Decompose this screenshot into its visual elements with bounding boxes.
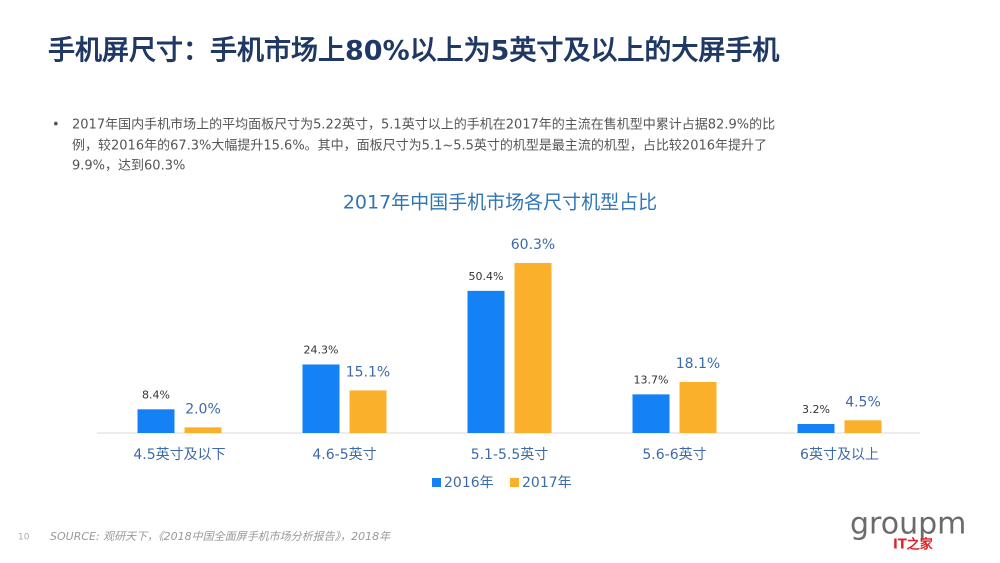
- data-label: 3.2%: [802, 403, 830, 416]
- bar: [302, 364, 340, 433]
- logo: groupm: [850, 507, 966, 542]
- x-tick-label: 4.5英寸及以下: [133, 446, 225, 463]
- x-tick-label: 4.6-5英寸: [312, 446, 376, 463]
- data-label: 13.7%: [634, 373, 669, 386]
- data-label: 8.4%: [142, 388, 170, 401]
- bullet-text: 例，较2016年的67.3%大幅提升15.6%。其中，面板尺寸为5.1~5.5英…: [72, 138, 767, 154]
- bar: [137, 409, 175, 433]
- bar: [797, 423, 835, 433]
- data-label: 50.4%: [469, 270, 504, 283]
- data-label: 24.3%: [304, 343, 339, 356]
- chart-title: 2017年中国手机市场各尺寸机型占比: [343, 192, 657, 214]
- slide-title: 手机屏尺寸：手机市场上80%以上为5英寸及以上的大屏手机: [48, 35, 779, 67]
- source: SOURCE: 观研天下，《2018中国全面屏手机市场分析报告》，2018年: [50, 530, 391, 543]
- data-label: 2.0%: [185, 401, 221, 417]
- bar: [844, 420, 882, 433]
- bar: [514, 262, 552, 433]
- bullet-text: 9.9%，达到60.3%: [72, 159, 185, 174]
- logo-sub: IT之家: [893, 537, 934, 553]
- legend-label: 2017年: [522, 475, 572, 491]
- legend-swatch: [432, 478, 441, 487]
- bar: [679, 381, 717, 433]
- bar: [349, 390, 387, 433]
- legend-swatch: [510, 478, 519, 487]
- bullet-dot: •: [52, 118, 60, 133]
- page-number: 10: [18, 533, 30, 543]
- bar: [632, 394, 670, 433]
- bar: [184, 427, 222, 433]
- x-tick-label: 6英寸及以上: [800, 446, 879, 463]
- data-label: 60.3%: [511, 237, 555, 253]
- x-tick-label: 5.1-5.5英寸: [471, 446, 549, 463]
- data-label: 18.1%: [676, 356, 720, 372]
- legend-label: 2016年: [444, 475, 494, 491]
- data-label: 4.5%: [845, 394, 881, 410]
- data-label: 15.1%: [346, 364, 390, 380]
- x-tick-label: 5.6-6英寸: [642, 446, 706, 463]
- bullet-text: 2017年国内手机市场上的平均面板尺寸为5.22英寸，5.1英寸以上的手机在20…: [72, 117, 775, 133]
- bar: [467, 290, 505, 433]
